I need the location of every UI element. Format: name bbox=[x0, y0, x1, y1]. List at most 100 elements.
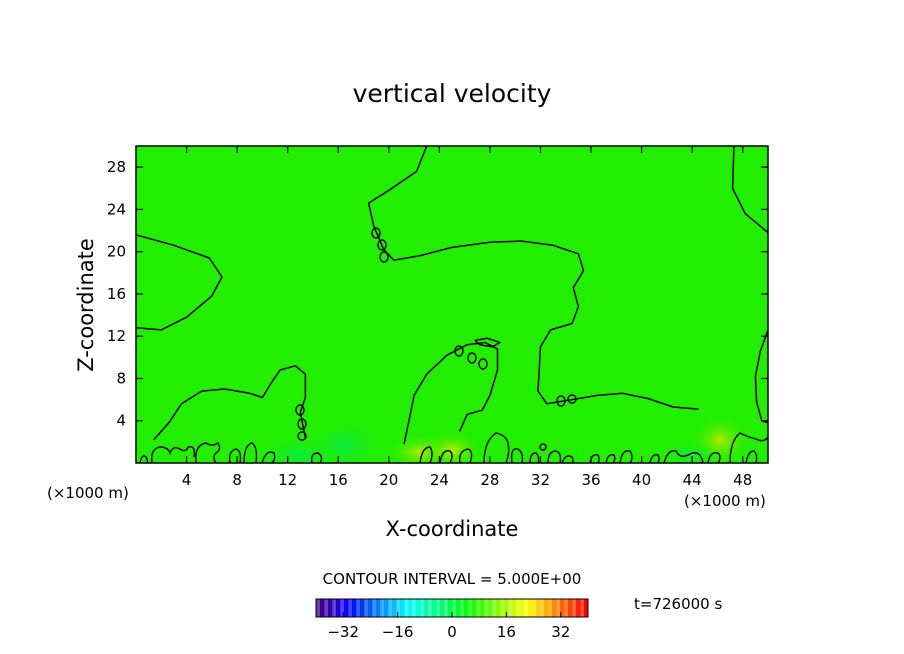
x-tick-label: 4 bbox=[182, 471, 192, 489]
y-tick-label: 8 bbox=[116, 369, 126, 387]
colorbar-cell bbox=[464, 599, 469, 617]
chart-title: vertical velocity bbox=[353, 79, 552, 108]
colorbar-cell bbox=[476, 599, 481, 617]
colorbar-cell bbox=[572, 599, 577, 617]
colorbar-cell bbox=[336, 599, 341, 617]
y-tick-label: 24 bbox=[107, 200, 126, 218]
colorbar-cell bbox=[440, 599, 445, 617]
colorbar-cell bbox=[532, 599, 537, 617]
colorbar-cell bbox=[528, 599, 533, 617]
colorbar-cell bbox=[468, 599, 473, 617]
x-tick-label: 44 bbox=[683, 471, 702, 489]
colorbar-cell bbox=[416, 599, 421, 617]
colorbar-cell bbox=[380, 599, 385, 617]
x-axis-ticks: 4 8 12 16 20 24 28 32 36 40 44 48 bbox=[182, 146, 752, 489]
x-tick-label: 16 bbox=[329, 471, 348, 489]
colorbar-cell bbox=[356, 599, 361, 617]
colorbar-cell bbox=[360, 599, 365, 617]
colorbar-cell bbox=[428, 599, 433, 617]
colorbar-cell bbox=[564, 599, 569, 617]
colorbar-cell bbox=[492, 599, 497, 617]
colorbar-cell bbox=[508, 599, 513, 617]
x-axis-label: X-coordinate bbox=[386, 517, 519, 541]
colorbar-cell bbox=[504, 599, 509, 617]
colorbar-cell bbox=[500, 599, 505, 617]
colorbar-cell bbox=[460, 599, 465, 617]
colorbar-cell bbox=[552, 599, 557, 617]
surface-contour-fragments bbox=[139, 227, 768, 463]
y-tick-label: 12 bbox=[107, 327, 126, 345]
colorbar-tick-label: −32 bbox=[327, 623, 359, 641]
plot-area bbox=[136, 146, 768, 463]
colorbar-cell bbox=[536, 599, 541, 617]
colorbar-cell bbox=[512, 599, 517, 617]
colorbar-cell bbox=[324, 599, 329, 617]
colorbar-cell bbox=[348, 599, 353, 617]
colorbar-cell bbox=[368, 599, 373, 617]
colorbar-cell bbox=[456, 599, 461, 617]
colorbar-cell bbox=[396, 599, 401, 617]
x-tick-label: 8 bbox=[232, 471, 242, 489]
colorbar-cell bbox=[584, 599, 589, 617]
colorbar-ticks: −32 −16 0 16 32 bbox=[327, 612, 570, 641]
colorbar-cell bbox=[524, 599, 529, 617]
colorbar-cell bbox=[436, 599, 441, 617]
x-tick-label: 48 bbox=[733, 471, 752, 489]
colorbar-cell bbox=[384, 599, 389, 617]
contour-line-5 bbox=[403, 341, 499, 445]
colorbar-tick-label: 0 bbox=[447, 623, 457, 641]
colorbar-cell bbox=[320, 599, 325, 617]
colorbar-cell bbox=[388, 599, 393, 617]
colorbar-cell bbox=[364, 599, 369, 617]
colorbar-cell bbox=[400, 599, 405, 617]
colorbar-cell bbox=[328, 599, 333, 617]
colorbar-cell bbox=[560, 599, 565, 617]
colorbar-cell bbox=[452, 599, 457, 617]
colorbar-cell bbox=[352, 599, 357, 617]
x-tick-label: 24 bbox=[430, 471, 449, 489]
contour-line-2 bbox=[731, 146, 768, 234]
contour-line-4 bbox=[153, 365, 307, 441]
colorbar-cell bbox=[340, 599, 345, 617]
colorbar-cell bbox=[480, 599, 485, 617]
colorbar-cell bbox=[516, 599, 521, 617]
plot-frame bbox=[135, 145, 769, 464]
colorbar-cell bbox=[484, 599, 489, 617]
contour-line-0 bbox=[136, 234, 223, 331]
colorbar-cell bbox=[548, 599, 553, 617]
time-label: t=726000 s bbox=[634, 595, 722, 613]
colorbar-tick-label: −16 bbox=[382, 623, 414, 641]
colorbar-cell bbox=[580, 599, 585, 617]
y-tick-label: 28 bbox=[107, 158, 126, 176]
colorbar-tick-label: 32 bbox=[551, 623, 570, 641]
colorbar-cell bbox=[448, 599, 453, 617]
colorbar-cell bbox=[344, 599, 349, 617]
contour-interval-label: CONTOUR INTERVAL = 5.000E+00 bbox=[323, 570, 582, 588]
contour-line-6 bbox=[474, 337, 501, 348]
colorbar-cell bbox=[376, 599, 381, 617]
colorbar-cell bbox=[576, 599, 581, 617]
colorbar-cell bbox=[540, 599, 545, 617]
colorbar-cell bbox=[316, 599, 321, 617]
colorbar-cell bbox=[432, 599, 437, 617]
y-tick-label: 16 bbox=[107, 285, 126, 303]
x-tick-label: 36 bbox=[581, 471, 600, 489]
x-tick-label: 28 bbox=[480, 471, 499, 489]
colorbar-cell bbox=[372, 599, 377, 617]
y-tick-label: 4 bbox=[116, 412, 126, 430]
x-unit-label-right: (×1000 m) bbox=[684, 492, 766, 510]
colorbar-cell bbox=[556, 599, 561, 617]
x-tick-label: 12 bbox=[278, 471, 297, 489]
colorbar-cell bbox=[420, 599, 425, 617]
colorbar-cell bbox=[568, 599, 573, 617]
x-tick-label: 32 bbox=[531, 471, 550, 489]
colorbar-cell bbox=[412, 599, 417, 617]
colorbar-cell bbox=[520, 599, 525, 617]
y-axis-label: Z-coordinate bbox=[74, 238, 98, 372]
y-tick-label: 20 bbox=[107, 243, 126, 261]
colorbar bbox=[316, 599, 589, 617]
x-tick-label: 20 bbox=[379, 471, 398, 489]
colorbar-cell bbox=[392, 599, 397, 617]
y-axis-ticks: 4 8 12 16 20 24 28 bbox=[107, 158, 768, 430]
